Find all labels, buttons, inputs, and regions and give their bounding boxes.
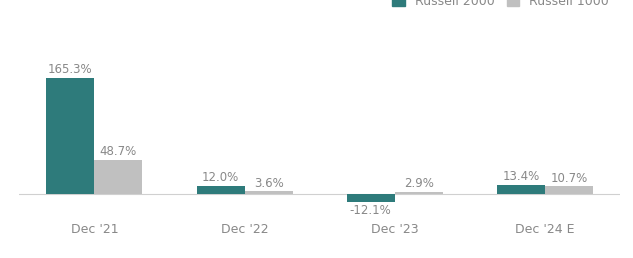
Text: -12.1%: -12.1%	[350, 204, 392, 217]
Bar	[196, 186, 244, 194]
Text: 48.7%: 48.7%	[100, 145, 137, 158]
Text: 3.6%: 3.6%	[254, 177, 284, 190]
Text: 2.9%: 2.9%	[404, 177, 434, 190]
Text: 10.7%: 10.7%	[550, 172, 587, 185]
Text: 12.0%: 12.0%	[202, 171, 239, 184]
Bar	[244, 191, 292, 194]
Text: 165.3%: 165.3%	[48, 63, 92, 76]
Bar	[395, 192, 443, 194]
Bar	[46, 78, 94, 194]
Bar	[497, 184, 545, 194]
Legend: Russell 2000, Russell 1000: Russell 2000, Russell 1000	[387, 0, 614, 13]
Bar	[545, 187, 593, 194]
Bar	[347, 194, 395, 203]
Text: 13.4%: 13.4%	[503, 170, 539, 183]
Bar	[94, 160, 142, 194]
